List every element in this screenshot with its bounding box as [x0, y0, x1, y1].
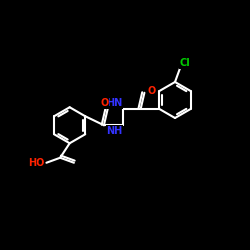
Text: HO: HO [28, 158, 44, 168]
Text: O: O [147, 86, 156, 97]
Text: Cl: Cl [179, 58, 190, 68]
Text: O: O [100, 98, 109, 108]
Text: HN: HN [106, 98, 123, 108]
Text: NH: NH [106, 126, 123, 136]
